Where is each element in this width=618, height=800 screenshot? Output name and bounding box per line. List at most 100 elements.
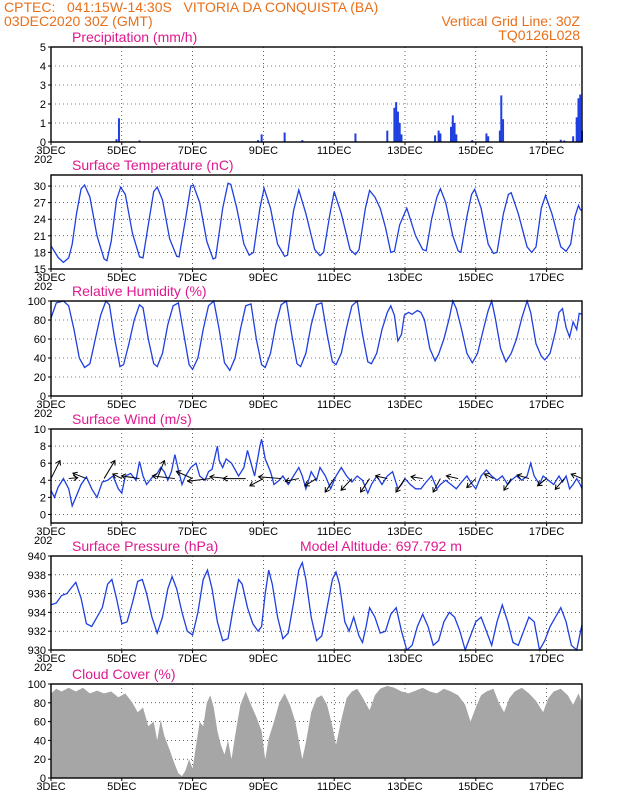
y-tick-label: 940: [28, 551, 46, 563]
precip-bar: [115, 139, 118, 142]
panel-title: Cloud Cover (%): [72, 666, 175, 682]
wind-arrow: [484, 473, 494, 480]
wind-arrow: [432, 478, 441, 493]
x-tick-label: 11DEC: [317, 781, 352, 793]
wind-arrow-head: [111, 473, 118, 479]
x-tick-label: 17DEC: [529, 272, 565, 284]
y-tick-label: 24: [34, 214, 46, 226]
x-tick-label: 9DEC: [249, 272, 278, 284]
run-date: 03DEC2020 30Z (GMT): [4, 13, 153, 29]
precip-bar: [577, 98, 580, 142]
y-tick-label: 0: [40, 509, 46, 521]
wind-arrow-head: [570, 472, 577, 479]
wind-arrow-head: [72, 471, 78, 478]
wind-arrow: [517, 474, 530, 480]
x-year-label-clipped: 202: [34, 281, 52, 293]
y-tick-label: 0: [40, 773, 46, 785]
y-tick-label: 100: [28, 296, 46, 308]
precip-bar: [451, 115, 454, 142]
x-tick-label: 3DEC: [36, 272, 65, 284]
panel-frame: [50, 683, 583, 779]
x-tick-label: 9DEC: [249, 653, 278, 665]
wind-arrow: [324, 478, 335, 493]
x-tick-label: 17DEC: [529, 145, 565, 157]
x-tick-label: 3DEC: [36, 399, 65, 411]
wind-arrow-head: [324, 487, 330, 493]
wind-arrow-head: [55, 459, 62, 466]
x-tick-label: 9DEC: [249, 781, 278, 793]
wind-arrow-head: [120, 473, 127, 480]
wind-arrow: [410, 476, 423, 480]
precip-bar: [575, 117, 578, 142]
precip-bar: [450, 126, 453, 142]
precip-bar: [500, 95, 503, 142]
wind-arrow: [50, 460, 61, 479]
y-tick-label: 938: [28, 570, 46, 582]
x-tick-label: 9DEC: [249, 145, 278, 157]
precip-bar: [485, 133, 488, 142]
wind-arrow-head: [340, 485, 347, 491]
wind-arrow: [72, 472, 87, 480]
wind-arrow-head: [410, 474, 416, 481]
y-tick-label: 18: [34, 247, 46, 259]
x-tick-label: 11DEC: [317, 653, 352, 665]
x-tick-label: 5DEC: [107, 399, 136, 411]
x-year-label-clipped: 202: [34, 408, 52, 420]
panel-frame: [50, 428, 583, 524]
wind-arrow-head: [483, 473, 490, 479]
wind-arrow-head: [175, 470, 182, 476]
grid-line-note: Vertical Grid Line: 30Z: [441, 13, 580, 29]
precip-bar: [579, 94, 582, 142]
y-tick-label: 20: [34, 372, 46, 384]
wind-arrow: [503, 478, 512, 491]
y-tick-label: 2: [40, 99, 46, 111]
x-tick-label: 13DEC: [387, 526, 423, 538]
precip-bar: [559, 139, 562, 142]
wind-arrow: [554, 478, 565, 490]
wind-arrow: [304, 478, 317, 487]
x-tick-label: 17DEC: [529, 781, 565, 793]
wind-arrow: [152, 475, 175, 480]
y-tick-label: 934: [28, 607, 46, 619]
panel-title: Relative Humidity (%): [72, 283, 207, 299]
wind-arrow: [360, 478, 371, 493]
precip-bar: [455, 134, 458, 142]
y-tick-label: 40: [34, 735, 46, 747]
wind-arrow-head: [536, 480, 543, 487]
wind-arrow-head: [554, 484, 561, 491]
wind-arrow: [395, 478, 406, 493]
x-tick-label: 13DEC: [387, 399, 423, 411]
y-tick-label: 1: [40, 118, 46, 130]
precip-bar: [434, 135, 437, 142]
x-tick-label: 5DEC: [107, 653, 136, 665]
precip-bar: [138, 140, 141, 142]
x-tick-label: 17DEC: [529, 653, 565, 665]
x-tick-label: 3DEC: [36, 781, 65, 793]
x-tick-label: 3DEC: [36, 653, 65, 665]
panel-title: Surface Wind (m/s): [72, 411, 192, 427]
station-header: CPTEC: 041:15W-14:30S VITORIA DA CONQUIS…: [4, 0, 379, 15]
x-tick-label: 15DEC: [458, 272, 494, 284]
y-tick-label: 4: [40, 475, 46, 487]
x-tick-label: 13DEC: [387, 653, 423, 665]
x-tick-label: 13DEC: [387, 781, 423, 793]
precip-bar: [386, 130, 389, 142]
x-tick-label: 3DEC: [36, 526, 65, 538]
wind-arrow-head: [222, 475, 228, 482]
wind-arrow: [68, 477, 78, 480]
x-tick-label: 3DEC: [36, 145, 65, 157]
x-year-label-clipped: 202: [34, 154, 52, 166]
wind-arrow: [375, 475, 388, 480]
y-tick-label: 40: [34, 353, 46, 365]
y-tick-label: 936: [28, 589, 46, 601]
y-tick-label: 27: [34, 198, 46, 210]
precip-bar: [400, 134, 403, 142]
wind-arrow: [340, 478, 353, 491]
precip-bar: [354, 133, 357, 142]
wind-arrow: [285, 478, 299, 482]
panel-frame: [50, 555, 583, 651]
wind-arrow: [446, 475, 459, 480]
panel-frame: [50, 174, 583, 270]
x-tick-label: 7DEC: [178, 399, 207, 411]
